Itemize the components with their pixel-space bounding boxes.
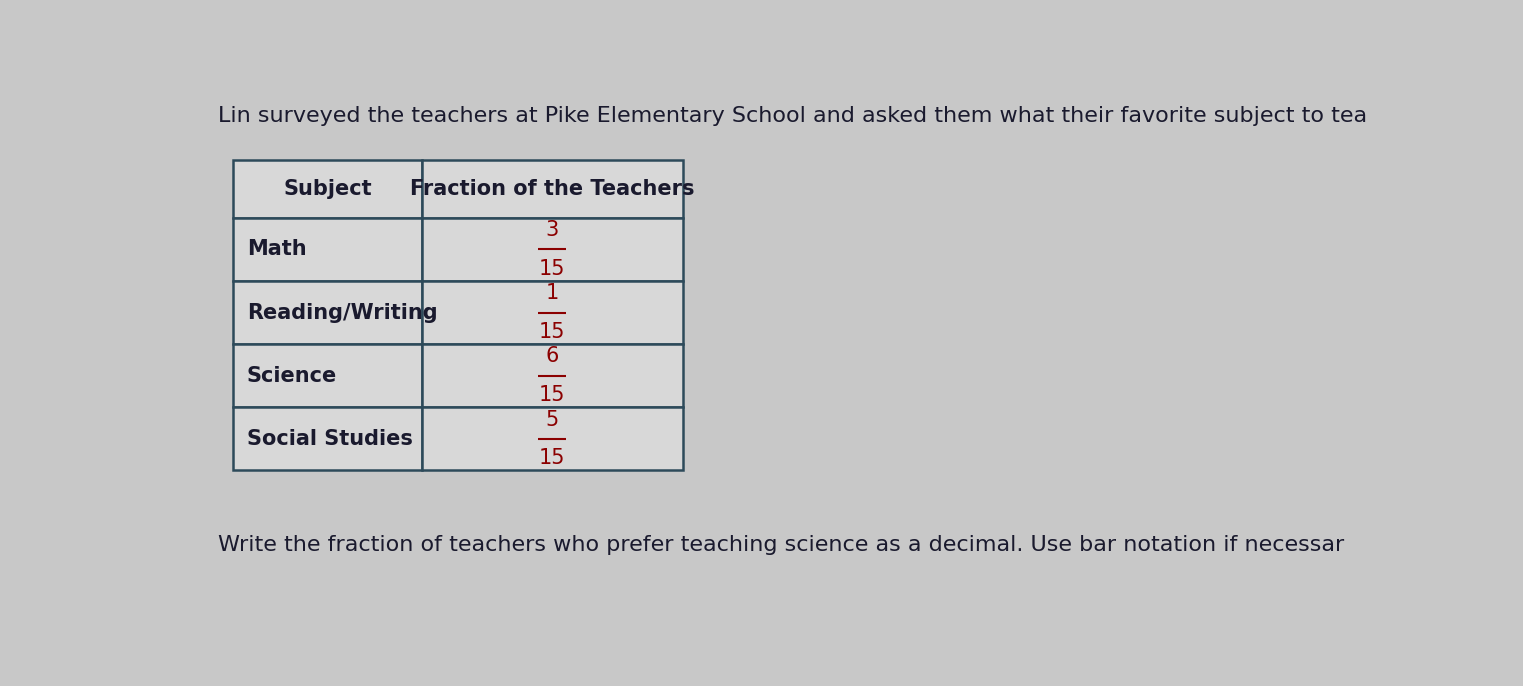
Text: 15: 15 (539, 322, 565, 342)
Text: 5: 5 (545, 410, 559, 429)
Text: 15: 15 (539, 259, 565, 279)
Text: Social Studies: Social Studies (247, 429, 413, 449)
Text: Lin surveyed the teachers at Pike Elementary School and asked them what their fa: Lin surveyed the teachers at Pike Elemen… (218, 106, 1366, 126)
Text: 6: 6 (545, 346, 559, 366)
Text: 3: 3 (545, 220, 559, 240)
Text: 1: 1 (545, 283, 559, 303)
Text: 15: 15 (539, 448, 565, 468)
Text: Reading/Writing: Reading/Writing (247, 303, 437, 322)
Text: 15: 15 (539, 385, 565, 405)
Text: Fraction of the Teachers: Fraction of the Teachers (410, 179, 694, 199)
Text: Math: Math (247, 239, 306, 259)
Text: Science: Science (247, 366, 337, 386)
Text: Subject: Subject (283, 179, 372, 199)
Text: Write the fraction of teachers who prefer teaching science as a decimal. Use bar: Write the fraction of teachers who prefe… (218, 535, 1343, 555)
